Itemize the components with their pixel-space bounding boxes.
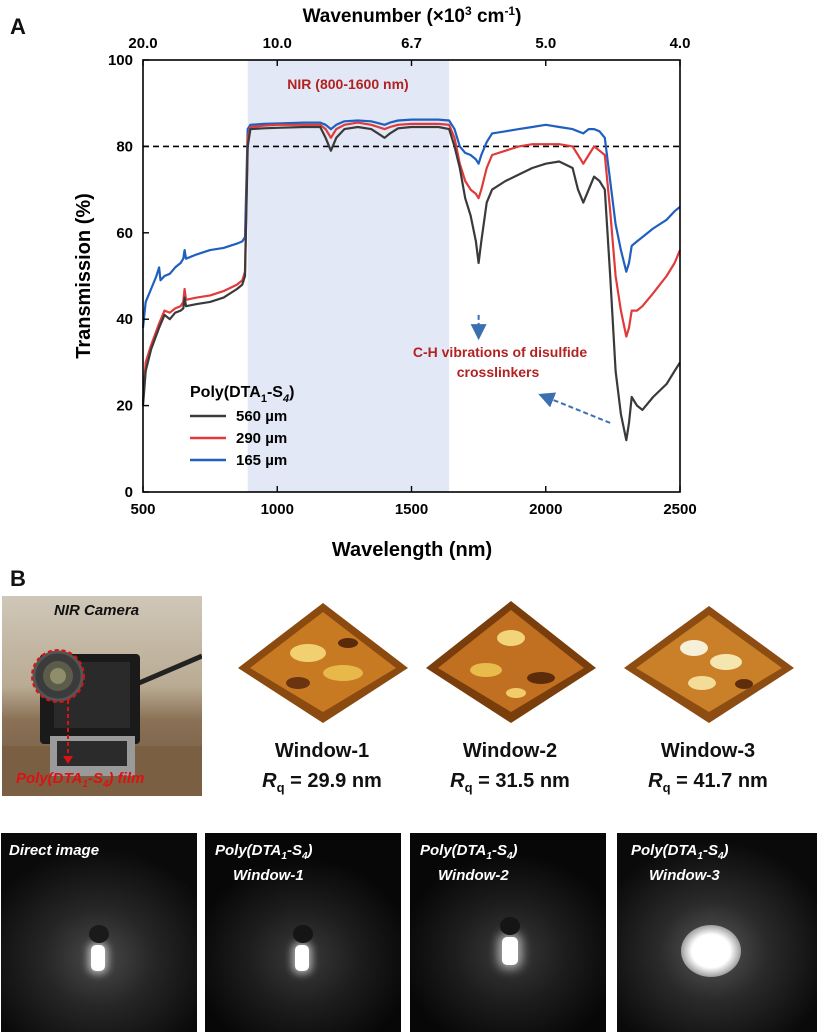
panel-a-label: A (10, 14, 26, 39)
ir-image-window-2: Poly(DTA1-S4) Window-2 (410, 833, 606, 1032)
top-tick-label-2: 6.7 (401, 35, 422, 52)
x-tick-label-0: 500 (130, 501, 155, 518)
annotation-arrow-left (538, 392, 611, 424)
top-tick-label-1: 10.0 (263, 35, 292, 52)
annotation-line-2: crosslinkers (457, 364, 540, 380)
ir-label-window-2: Poly(DTA1-S4) Window-2 (420, 842, 518, 884)
y-tick-label-1: 20 (116, 398, 133, 415)
y-tick-label-2: 40 (116, 311, 133, 328)
top-axis-label: Wavenumber (×103 cm-1) (303, 4, 522, 27)
legend-label-0: 560 µm (236, 408, 287, 425)
afm-window-3 (624, 606, 794, 723)
ir-image-direct: Direct image (1, 833, 197, 1032)
ir-image-window-3: Poly(DTA1-S4) Window-3 (617, 833, 817, 1032)
y-tick-label-4: 80 (116, 138, 133, 155)
ir-label-window-3: Poly(DTA1-S4) Window-3 (631, 842, 729, 884)
window-3-title: Window-3 (660, 740, 756, 762)
top-tick-label-4: 4.0 (670, 35, 691, 52)
y-axis-label: Transmission (%) (73, 193, 95, 359)
window-2-roughness: Rq = 31.5 nm (450, 770, 570, 795)
legend-title: Poly(DTA1-S4) (190, 384, 294, 405)
ir-image-window-1: Poly(DTA1-S4) Window-1 (205, 833, 401, 1032)
nir-camera-photo: NIR Camera Poly(DTA1-S4) film (2, 596, 202, 796)
x-tick-label-1: 1000 (261, 501, 294, 518)
window-1-roughness: Rq = 29.9 nm (262, 770, 382, 795)
y-tick-label-5: 100 (108, 52, 133, 69)
ir-label-direct: Direct image (9, 842, 100, 859)
x-tick-label-2: 1500 (395, 501, 428, 518)
ir-label-window-1: Poly(DTA1-S4) Window-1 (215, 842, 313, 884)
legend-label-2: 165 µm (236, 452, 287, 469)
window-2-title: Window-2 (462, 740, 558, 762)
x-tick-label-3: 2000 (529, 501, 562, 518)
annotation-line-1: C-H vibrations of disulfide (413, 344, 587, 360)
x-axis-label: Wavelength (nm) (332, 539, 492, 561)
y-tick-label-0: 0 (125, 484, 133, 501)
camera-photo-label: NIR Camera (54, 602, 140, 619)
y-tick-label-3: 60 (116, 225, 133, 242)
series-line-0 (141, 125, 681, 442)
window-1-title: Window-1 (274, 740, 370, 762)
nir-band-label: NIR (800-1600 nm) (287, 76, 408, 92)
afm-window-1 (238, 603, 408, 723)
series-line-1 (141, 121, 682, 402)
nir-band (247, 60, 450, 492)
window-3-roughness: Rq = 41.7 nm (648, 770, 768, 795)
top-tick-label-0: 20.0 (128, 35, 157, 52)
top-tick-label-3: 5.0 (535, 35, 556, 52)
panel-b-label: B (10, 566, 26, 591)
film-label: Poly(DTA1-S4) film (16, 770, 145, 790)
legend-label-1: 290 µm (236, 430, 287, 447)
afm-window-2 (426, 601, 596, 723)
x-tick-label-4: 2500 (663, 501, 696, 518)
series-line-2 (141, 118, 681, 328)
